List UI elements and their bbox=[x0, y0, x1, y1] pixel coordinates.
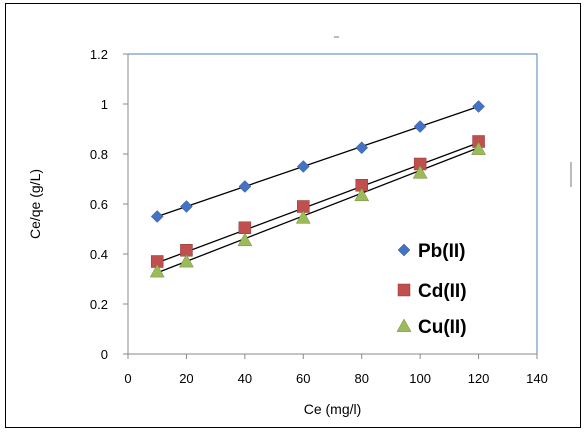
data-point-triangle bbox=[149, 263, 165, 278]
x-tick-label: 0 bbox=[124, 371, 131, 386]
legend-label: Cd(II) bbox=[418, 281, 467, 302]
y-tick-label: 0.2 bbox=[90, 297, 108, 312]
y-tick-label: 0.4 bbox=[90, 247, 108, 262]
data-point-diamond bbox=[180, 200, 193, 213]
chart-frame: 0 20 40 60 80 100 120 140 0 0.2 0.4 0.6 0.8 1 1.2 Ce (… bbox=[5, 3, 581, 428]
data-point-triangle bbox=[412, 165, 428, 179]
x-tick-label: 20 bbox=[179, 371, 193, 386]
data-point-square bbox=[238, 221, 252, 234]
data-point-triangle bbox=[471, 141, 486, 155]
y-tick-label: 0.8 bbox=[90, 147, 108, 162]
data-point-triangle bbox=[237, 232, 253, 247]
data-point-diamond bbox=[355, 141, 369, 155]
y-tick-label: 0.6 bbox=[90, 197, 108, 212]
data-point-triangle bbox=[354, 187, 370, 202]
data-point-triangle bbox=[295, 210, 311, 224]
y-tick-label: 1 bbox=[101, 97, 108, 112]
axis-ticks: 0 20 40 60 80 100 120 140 0 0.2 0.4 0.6 0.8 1 1.2 bbox=[90, 47, 548, 386]
legend-label: Cu(II) bbox=[418, 317, 467, 338]
legend-marker-triangle bbox=[396, 318, 412, 332]
data-points bbox=[149, 100, 486, 278]
y-axis-title: Ce/qe (g/L) bbox=[27, 169, 43, 239]
data-point-diamond bbox=[472, 100, 485, 113]
x-tick-label: 40 bbox=[238, 371, 252, 386]
legend: Pb(II) Cd(II) Cu(II) bbox=[396, 241, 467, 338]
chart: 0 20 40 60 80 100 120 140 0 0.2 0.4 0.6 0.8 1 1.2 Ce (… bbox=[27, 36, 572, 417]
data-point-diamond bbox=[296, 160, 310, 173]
y-tick-label: 1.2 bbox=[90, 47, 108, 62]
data-point-diamond bbox=[413, 120, 427, 133]
x-tick-label: 80 bbox=[354, 371, 368, 386]
x-tick-label: 100 bbox=[409, 371, 431, 386]
legend-label: Pb(II) bbox=[418, 241, 466, 262]
data-point-diamond bbox=[150, 210, 164, 223]
x-tick-label: 140 bbox=[526, 371, 548, 386]
x-axis-title: Ce (mg/l) bbox=[304, 401, 362, 417]
legend-marker-square bbox=[397, 283, 411, 297]
data-point-diamond bbox=[238, 180, 252, 193]
x-tick-label: 120 bbox=[468, 371, 490, 386]
data-point-triangle bbox=[179, 253, 194, 268]
x-tick-label: 60 bbox=[296, 371, 310, 386]
y-tick-label: 0 bbox=[101, 347, 108, 362]
trendline-diamond bbox=[157, 105, 479, 218]
legend-marker-diamond bbox=[397, 243, 411, 257]
